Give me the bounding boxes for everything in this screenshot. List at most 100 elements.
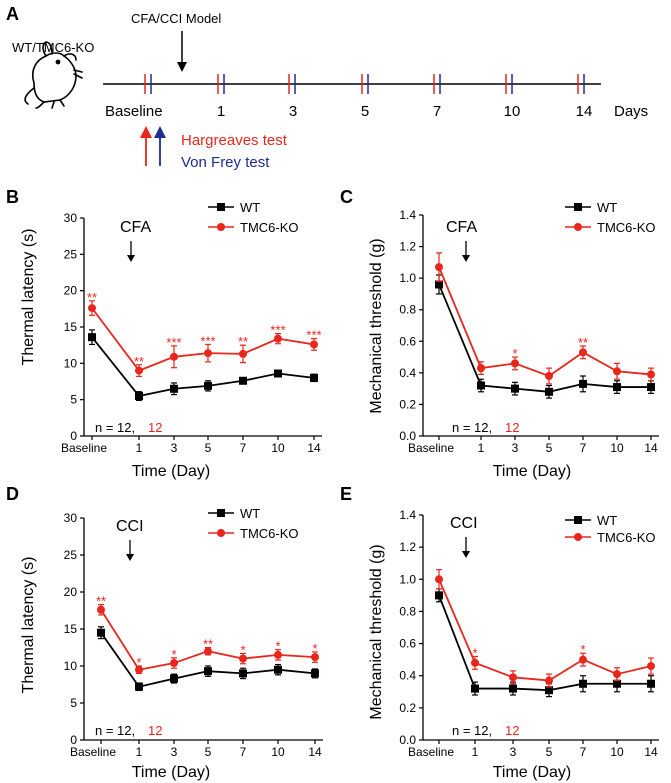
b-significance-marker: ** xyxy=(87,290,97,305)
e-x-tick-label: 14 xyxy=(644,745,658,759)
b-y-tick-label: 10 xyxy=(64,356,78,370)
e-point-ko xyxy=(647,662,655,671)
c-point-wt xyxy=(545,387,553,396)
timeline-label-day-5: 5 xyxy=(361,103,369,120)
panel-e-label: E xyxy=(340,484,352,504)
d-point-wt xyxy=(311,669,319,678)
d-x-tick-label: 14 xyxy=(308,745,322,759)
b-significance-marker: *** xyxy=(270,323,285,338)
e-point-ko xyxy=(613,670,621,679)
b-point-wt xyxy=(274,369,282,378)
b-x-tick-label: 10 xyxy=(271,441,285,455)
b-annotation-arrow xyxy=(127,241,135,262)
c-y-tick-label: 0.0 xyxy=(399,429,416,443)
b-point-wt xyxy=(204,381,212,390)
c-point-ko xyxy=(613,367,621,376)
e-legend-ko-marker xyxy=(574,533,582,541)
c-x-tick-label: 7 xyxy=(580,441,587,455)
b-y-tick-label: 15 xyxy=(64,320,78,334)
b-legend-wt-marker xyxy=(217,203,225,211)
b-legend: WT TMC6-KO xyxy=(208,200,299,235)
b-point-ko xyxy=(239,349,247,358)
e-x-tick-label: 1 xyxy=(472,745,479,759)
d-ylabel: Thermal latency (s) xyxy=(20,557,37,694)
timeline-label-day-10: 10 xyxy=(504,103,521,120)
d-legend-wt: WT xyxy=(240,506,260,521)
c-significance-marker: ** xyxy=(578,335,588,350)
e-point-wt xyxy=(435,591,443,600)
d-x-tick-label: 10 xyxy=(271,745,285,759)
e-ylabel: Mechanical threshold (g) xyxy=(368,544,385,719)
c-y-tick-label: 1.2 xyxy=(399,240,416,254)
e-point-ko xyxy=(471,658,479,667)
d-x-tick-label: 1 xyxy=(136,745,143,759)
chart-c-cfa-mechanical: C Mechanical threshold (g) Time (Day) CF… xyxy=(340,187,659,480)
e-xlabel: Time (Day) xyxy=(493,764,572,781)
d-annotation: CCI xyxy=(116,518,144,535)
b-y-tick-label: 25 xyxy=(64,247,78,261)
b-significance-marker: ** xyxy=(134,354,144,369)
d-significance-marker: ** xyxy=(203,637,213,652)
d-point-wt xyxy=(135,682,143,691)
c-legend-ko: TMC6-KO xyxy=(597,220,656,235)
d-n-text: n = 12, xyxy=(95,723,135,738)
d-x-tick-label: 7 xyxy=(240,745,247,759)
c-y-tick-label: 1.0 xyxy=(399,271,416,285)
b-point-ko xyxy=(170,352,178,361)
e-y-tick-label: 0.0 xyxy=(399,733,416,747)
model-arrow xyxy=(177,31,187,72)
e-x-tick-label: 5 xyxy=(546,745,553,759)
c-point-ko xyxy=(545,372,553,381)
b-legend-ko: TMC6-KO xyxy=(240,220,299,235)
d-xlabel: Time (Day) xyxy=(132,764,211,781)
c-y-tick-label: 0.2 xyxy=(399,397,416,411)
timeline-marks xyxy=(144,74,585,94)
b-point-wt xyxy=(135,392,143,401)
vonfrey-arrow xyxy=(154,126,166,166)
e-point-ko xyxy=(579,655,587,664)
d-point-ko xyxy=(97,605,105,614)
d-point-ko xyxy=(239,654,247,663)
b-point-wt xyxy=(239,376,247,385)
e-point-ko xyxy=(545,676,553,685)
e-legend-ko: TMC6-KO xyxy=(597,530,656,545)
b-point-ko xyxy=(204,349,212,358)
d-y-tick-label: 0 xyxy=(70,733,77,747)
d-x-tick-label: 3 xyxy=(171,745,178,759)
b-significance-marker: *** xyxy=(306,328,321,343)
panel-d-label: D xyxy=(6,484,19,504)
timeline-days-label: Days xyxy=(614,103,648,120)
b-point-ko xyxy=(88,304,96,313)
panel-b-label: B xyxy=(6,187,19,207)
b-y-tick-label: 30 xyxy=(64,211,78,225)
d-y-tick-label: 10 xyxy=(64,659,78,673)
e-y-tick-label: 0.8 xyxy=(399,604,416,618)
b-n-text: n = 12, xyxy=(95,420,135,435)
c-point-wt xyxy=(477,381,485,390)
b-annotation: CFA xyxy=(120,219,151,236)
c-n-text: n = 12, xyxy=(452,420,492,435)
b-point-ko xyxy=(274,334,282,343)
c-annotation: CFA xyxy=(446,219,477,236)
d-point-wt xyxy=(170,674,178,683)
b-significance-marker: *** xyxy=(200,333,215,348)
e-x-tick-label: 3 xyxy=(510,745,517,759)
c-x-tick-label: 14 xyxy=(644,441,658,455)
b-point-wt xyxy=(310,373,318,382)
c-x-tick-label: 10 xyxy=(610,441,624,455)
e-x-tick-label: Baseline xyxy=(408,745,454,759)
d-legend-ko: TMC6-KO xyxy=(240,526,299,541)
d-x-tick-label: 5 xyxy=(205,745,212,759)
b-significance-marker: ** xyxy=(238,334,248,349)
e-annotation: CCI xyxy=(450,515,478,532)
timeline-label-day-7: 7 xyxy=(433,103,441,120)
c-y-tick-label: 0.8 xyxy=(399,303,416,317)
d-annotation-arrow xyxy=(126,540,134,561)
c-n-ko: 12 xyxy=(505,420,519,435)
e-point-wt xyxy=(471,684,479,693)
mouse-icon xyxy=(24,41,83,109)
e-x-tick-label: 7 xyxy=(580,745,587,759)
b-y-tick-label: 5 xyxy=(70,393,77,407)
b-y-tick-label: 20 xyxy=(64,284,78,298)
